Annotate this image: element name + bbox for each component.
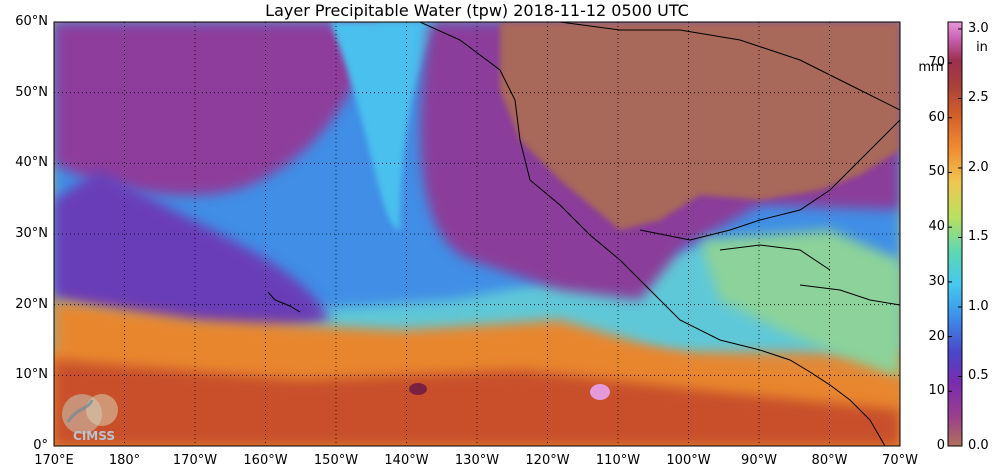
- latitude-label: 50°N: [15, 84, 48, 100]
- latitude-label: 60°N: [15, 14, 48, 29]
- longitude-label: 160°W: [243, 453, 288, 468]
- colorbar-inch-label: 3.0: [968, 20, 989, 36]
- latitude-label: 40°N: [15, 155, 48, 171]
- colorbar-mm-label: 60: [928, 109, 945, 125]
- latitude-label: 20°N: [15, 296, 48, 312]
- colorbar-mm-label: 10: [928, 383, 945, 399]
- colorbar-mm-label: 50: [928, 164, 945, 180]
- longitude-label: 150°W: [313, 453, 359, 468]
- longitude-label: 70°W: [882, 453, 918, 468]
- colorbar-inch-label: 2.5: [968, 90, 989, 106]
- colorbar-mm-label: 40: [928, 219, 945, 235]
- colorbar-mm-label: 20: [928, 328, 945, 344]
- latitude-label: 30°N: [15, 226, 48, 241]
- longitude-label: 170°W: [172, 453, 218, 468]
- longitude-label: 170°E: [34, 453, 74, 468]
- longitude-label: 180°: [108, 453, 141, 468]
- latitude-label: 0°: [33, 438, 48, 453]
- cimss-logo-text: CIMSS: [73, 429, 115, 443]
- longitude-label: 140°W: [384, 453, 429, 468]
- graticule: [54, 22, 900, 446]
- longitude-label: 120°W: [525, 453, 570, 468]
- latitude-label: 10°N: [15, 367, 48, 383]
- colorbar-inch-label: 1.0: [968, 298, 989, 314]
- longitude-label: 100°W: [666, 453, 711, 468]
- colorbar-mm-label: 30: [928, 273, 945, 289]
- inch-unit-label: in: [976, 40, 988, 55]
- longitude-label: 110°W: [595, 453, 641, 468]
- longitude-label: 80°W: [811, 453, 848, 468]
- colorbar-ticks: [948, 28, 962, 447]
- colorbar-inch-label: 1.5: [968, 229, 989, 245]
- map-title: Layer Precipitable Water (tpw) 2018-11-1…: [265, 1, 689, 20]
- colorbar-mm-label: 70: [928, 55, 945, 71]
- coastlines: [267, 22, 900, 446]
- colorbar: [947, 21, 963, 447]
- longitude-label: 130°W: [454, 453, 500, 468]
- cimss-logo: CIMSS: [62, 394, 118, 443]
- map-frame: [53, 21, 901, 447]
- colorbar-inch-label: 0.5: [968, 368, 989, 384]
- colorbar-inch-label: 2.0: [968, 159, 989, 175]
- longitude-label: 90°W: [741, 453, 777, 468]
- colorbar-mm-label: 0: [936, 438, 945, 453]
- mm-unit-label: mm: [918, 60, 944, 75]
- colorbar-inch-label: 0.0: [968, 438, 989, 453]
